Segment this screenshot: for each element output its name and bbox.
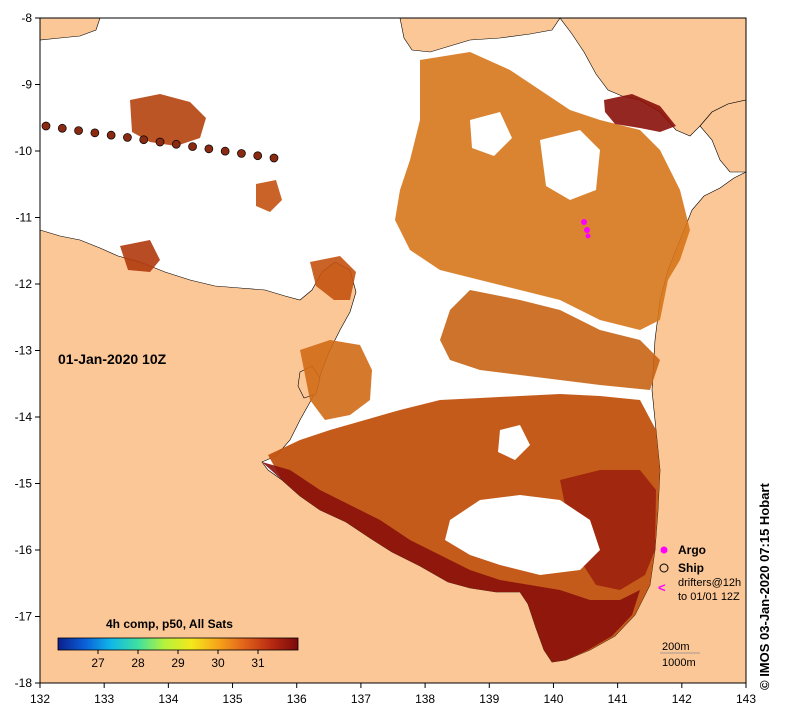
legend-drifters-line2: to 01/01 12Z bbox=[678, 591, 740, 603]
cloud-gap-4 bbox=[470, 112, 512, 156]
y-tick-label: -10 bbox=[15, 144, 33, 158]
x-tick-label: 138 bbox=[415, 692, 435, 706]
y-tick-label: -14 bbox=[15, 410, 33, 424]
y-tick-label: -16 bbox=[15, 543, 33, 557]
track-dot bbox=[237, 149, 246, 158]
legend-drifters-line1: drifters@12h bbox=[678, 577, 741, 589]
date-label: 01-Jan-2020 10Z bbox=[58, 351, 167, 367]
x-axis: 132 133 134 135 136 137 138 139 140 141 142 143 bbox=[30, 683, 756, 706]
sst-patch-central-band bbox=[440, 290, 660, 390]
track-dot bbox=[269, 153, 279, 163]
legend: Argo Ship < drifters@12h to 01/01 12Z 20… bbox=[658, 543, 741, 669]
track-dot bbox=[41, 121, 51, 131]
argo-markers bbox=[581, 219, 591, 239]
y-tick-label: -13 bbox=[15, 344, 33, 358]
x-tick-label: 134 bbox=[158, 692, 178, 706]
track-dot bbox=[57, 123, 67, 133]
argo-marker bbox=[585, 233, 591, 239]
y-tick-label: -15 bbox=[15, 477, 33, 491]
track-dot bbox=[171, 139, 181, 149]
composite-label: 4h comp, p50, All Sats bbox=[106, 617, 233, 631]
sst-patch-northeast-dark bbox=[604, 94, 676, 132]
y-tick-label: -11 bbox=[16, 211, 33, 225]
colorbar-tick-label: 31 bbox=[251, 656, 265, 670]
track-dot bbox=[139, 135, 149, 145]
ship-legend-icon bbox=[659, 563, 669, 573]
sst-patch-gulf-south-dark bbox=[262, 462, 640, 662]
track-dot bbox=[123, 133, 132, 142]
track-dot bbox=[90, 128, 100, 138]
x-tick-label: 142 bbox=[672, 692, 692, 706]
track-dot bbox=[188, 142, 197, 151]
x-tick-label: 133 bbox=[94, 692, 114, 706]
legend-ship: Ship bbox=[678, 561, 704, 575]
track-dot bbox=[106, 130, 116, 140]
colorbar-tick-label: 28 bbox=[131, 656, 145, 670]
sst-patch-central-north bbox=[395, 52, 690, 330]
x-tick-label: 136 bbox=[287, 692, 307, 706]
y-tick-label: -17 bbox=[15, 610, 33, 624]
x-tick-label: 139 bbox=[479, 692, 499, 706]
legend-1000m: 1000m bbox=[662, 657, 696, 669]
x-tick-label: 141 bbox=[608, 692, 628, 706]
track-dot bbox=[74, 126, 83, 135]
track-dot bbox=[253, 151, 263, 161]
colorbar-ticks: 27 28 29 30 31 bbox=[91, 650, 265, 670]
x-tick-label: 143 bbox=[736, 692, 756, 706]
legend-200m: 200m bbox=[662, 641, 690, 653]
x-tick-label: 132 bbox=[30, 692, 50, 706]
y-tick-label: -12 bbox=[15, 277, 33, 291]
colorbar-tick-label: 29 bbox=[171, 656, 185, 670]
sst-patch-small-1 bbox=[256, 180, 282, 212]
x-tick-label: 140 bbox=[543, 692, 563, 706]
drifter-legend-icon: < bbox=[658, 580, 666, 595]
track-dot bbox=[204, 144, 214, 154]
y-tick-label: -9 bbox=[21, 78, 32, 92]
sst-patch-small-3 bbox=[310, 256, 356, 300]
colorbar-tick-label: 30 bbox=[211, 656, 225, 670]
x-tick-label: 135 bbox=[223, 692, 243, 706]
cloud-gap-2 bbox=[498, 425, 530, 460]
copyright-text: © IMOS 03-Jan-2020 07:15 Hobart bbox=[757, 483, 772, 690]
argo-marker bbox=[584, 227, 590, 233]
argo-marker bbox=[581, 219, 587, 225]
x-tick-label: 137 bbox=[351, 692, 371, 706]
track-dot bbox=[155, 137, 165, 147]
y-tick-label: -8 bbox=[21, 11, 32, 25]
sst-patches bbox=[120, 52, 690, 662]
y-tick-label: -18 bbox=[15, 676, 33, 690]
y-axis: -8 -9 -10 -11 -12 -13 -14 -15 -16 -17 -18 bbox=[15, 11, 40, 690]
track-dot bbox=[220, 146, 230, 156]
colorbar bbox=[57, 637, 299, 651]
sst-patch-northwest bbox=[130, 94, 206, 146]
sst-patch-west-of-gulf bbox=[300, 340, 372, 420]
sst-patch-small-2 bbox=[120, 240, 160, 272]
track-dots bbox=[41, 121, 279, 163]
cloud-gap-1 bbox=[445, 495, 600, 575]
land-new-guinea bbox=[399, 17, 561, 53]
colorbar-tick-label: 27 bbox=[91, 656, 105, 670]
cloud-gap-3 bbox=[540, 130, 600, 200]
legend-argo: Argo bbox=[678, 543, 706, 557]
argo-legend-icon bbox=[660, 546, 668, 554]
